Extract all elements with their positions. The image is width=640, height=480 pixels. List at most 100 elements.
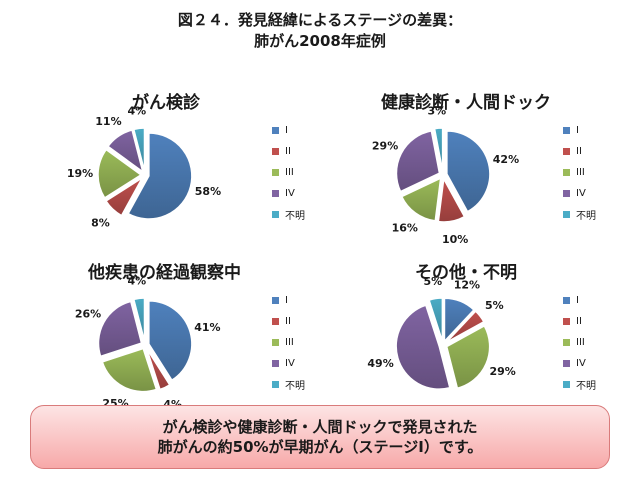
legend-entry: 不明 [563, 374, 596, 395]
pie-data-label: 3% [428, 104, 447, 117]
pie-slice-不明 [428, 297, 444, 342]
legend-label: III [285, 167, 294, 178]
legend-entry: II [272, 311, 305, 332]
legend-entry: III [272, 162, 305, 183]
summary-line2: 肺がんの約50%が早期がん（ステージⅠ）です。 [157, 438, 483, 456]
pie-data-label: 5% [423, 275, 442, 288]
legend-entry: I [272, 290, 305, 311]
chart-panel-screening: がん検診 58% 8% 19% 11% 4% I II III IV 不明 [20, 80, 320, 250]
legend-entry: 不明 [272, 374, 305, 395]
legend-entry: II [272, 141, 305, 162]
legend-swatch [563, 360, 570, 367]
legend-label: III [576, 337, 585, 348]
pie-data-label: 26% [75, 308, 101, 321]
chart-title: がん検診 [132, 93, 200, 113]
legend-label: IV [576, 188, 586, 199]
chart-panel-health-checkup: 健康診断・人間ドック 42% 10% 16% 29% 3% I II III IV 不明 [325, 80, 625, 250]
pie-slice-II [145, 348, 171, 391]
pie-slice-II [437, 176, 466, 223]
page-title-line1: 図２４．発見経緯によるステージの差異： [177, 11, 463, 29]
legend-swatch [272, 360, 279, 367]
pie-data-label: 5% [485, 299, 504, 312]
legend-swatch [272, 297, 279, 304]
legend-label: I [576, 295, 579, 306]
pie-chart: 12% 5% 29% 49% 5% [367, 275, 516, 390]
page-title: 図２４．発見経緯によるステージの差異： 肺がん2008年症例 [0, 10, 640, 52]
legend-entry: 不明 [563, 204, 596, 225]
legend-label: 不明 [576, 381, 596, 392]
pie-slice-IV [106, 129, 144, 174]
legend-label: I [285, 295, 288, 306]
legend-entry: I [563, 290, 596, 311]
pie-data-label: 42% [493, 153, 519, 166]
pie-data-label: 41% [194, 321, 220, 334]
legend-entry: II [563, 311, 596, 332]
pie-slice-I [148, 300, 193, 382]
pie-slice-I [127, 132, 193, 220]
legend-swatch [563, 127, 570, 134]
legend-label: II [576, 146, 582, 157]
legend-swatch [563, 381, 570, 388]
legend-entry: I [563, 120, 596, 141]
pie-slice-III [97, 148, 143, 199]
pie-data-label: 4% [128, 275, 147, 288]
legend-entry: 不明 [272, 204, 305, 225]
legend-label: 不明 [576, 211, 596, 222]
pie-slice-不明 [433, 127, 444, 172]
legend-entry: IV [563, 183, 596, 204]
chart-title: 健康診断・人間ドック [381, 93, 551, 113]
legend-swatch [563, 297, 570, 304]
legend-entry: IV [563, 353, 596, 374]
pie-data-label: 4% [128, 105, 147, 118]
pie-slice-IV [395, 130, 441, 193]
legend-label: II [285, 316, 291, 327]
legend-swatch [563, 318, 570, 325]
pie-data-label: 29% [489, 365, 515, 378]
legend-swatch [563, 169, 570, 176]
legend-label: II [285, 146, 291, 157]
pie-slice-III [400, 176, 442, 222]
pie-slice-IV [395, 304, 451, 390]
legend-swatch [563, 148, 570, 155]
pie-slice-III [101, 347, 158, 393]
pie-chart: 41%4%25%26%4% [75, 275, 221, 411]
legend-label: III [285, 337, 294, 348]
legend-entry: II [563, 141, 596, 162]
pie-slice-不明 [132, 297, 146, 342]
legend-swatch [272, 381, 279, 388]
pie-data-label: 19% [67, 167, 93, 180]
legend-label: 不明 [285, 381, 305, 392]
legend-label: IV [285, 358, 295, 369]
legend-entry: IV [272, 183, 305, 204]
pie-data-label: 58% [195, 185, 221, 198]
legend-swatch [563, 211, 570, 218]
pie-chart: 58% 8% 19% 11% 4% [67, 105, 221, 230]
pie-slice-不明 [132, 127, 146, 172]
legend-entry: III [563, 162, 596, 183]
pie-slice-III [445, 324, 491, 390]
page-title-line2: 肺がん2008年症例 [254, 32, 386, 50]
legend-swatch [272, 148, 279, 155]
legend-swatch [272, 127, 279, 134]
legend-swatch [272, 211, 279, 218]
legend-swatch [272, 190, 279, 197]
legend-swatch [272, 339, 279, 346]
pie-data-label: 8% [91, 216, 110, 229]
pie-slice-IV [97, 300, 143, 358]
legend-label: 不明 [285, 211, 305, 222]
pie-slice-II [104, 177, 143, 217]
pie-data-label: 29% [372, 139, 398, 152]
legend-entry: III [563, 332, 596, 353]
chart-title: 他疾患の経過観察中 [88, 263, 241, 283]
legend-label: I [576, 125, 579, 136]
legend-label: I [285, 125, 288, 136]
legend-entry: III [272, 332, 305, 353]
pie-slice-II [445, 310, 485, 344]
pie-slice-I [443, 297, 475, 344]
legend-label: II [576, 316, 582, 327]
pie-data-label: 10% [442, 233, 468, 246]
legend-swatch [272, 318, 279, 325]
chart-legend: I II III IV 不明 [272, 120, 305, 225]
pie-data-label: 49% [367, 357, 393, 370]
